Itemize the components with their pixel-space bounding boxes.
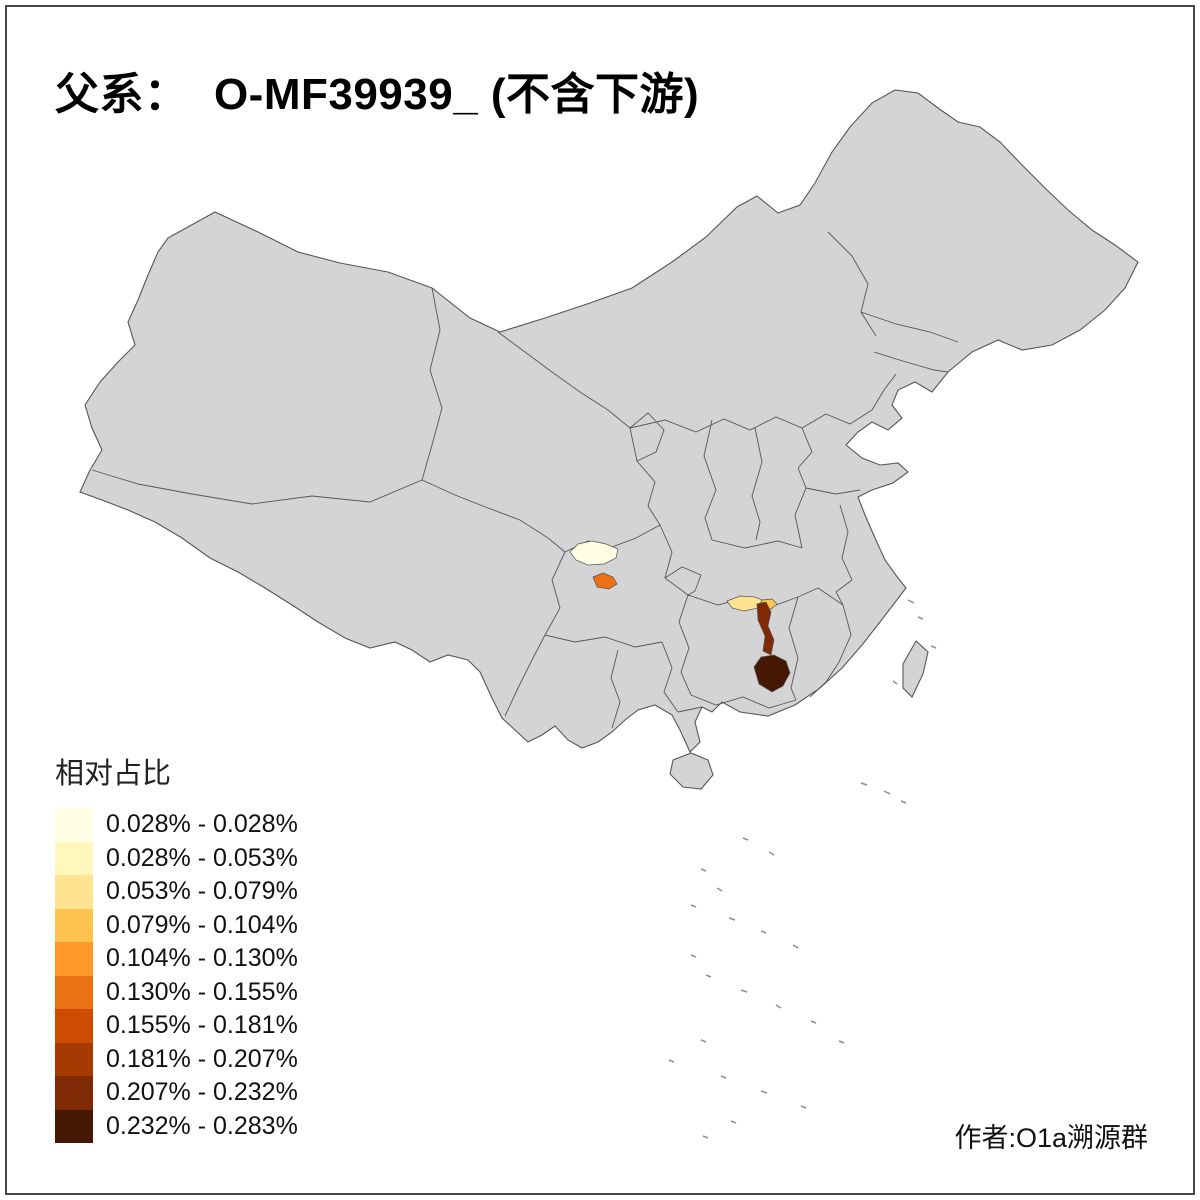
legend-item: 0.028% - 0.028% (55, 808, 298, 842)
legend-item: 0.053% - 0.079% (55, 875, 298, 909)
legend-swatch (55, 975, 93, 1009)
highlight-region-5 (756, 601, 775, 656)
taiwan-island (902, 640, 929, 698)
legend-swatch (55, 908, 93, 942)
legend-swatch (55, 1042, 93, 1076)
legend-swatch (55, 841, 93, 875)
author-credit: 作者:O1a溯源群 (954, 1123, 1148, 1153)
legend-items: 0.028% - 0.028% 0.028% - 0.053% 0.053% -… (55, 808, 298, 1143)
legend-swatch (55, 875, 93, 909)
legend-item: 0.079% - 0.104% (55, 908, 298, 942)
highlight-region-6 (753, 654, 791, 693)
legend: 相对占比 0.028% - 0.028% 0.028% - 0.053% 0.0… (55, 750, 298, 1143)
legend-item: 0.028% - 0.053% (55, 841, 298, 875)
legend-swatch (55, 1009, 93, 1043)
legend-item: 0.207% - 0.232% (55, 1076, 298, 1110)
legend-title: 相对占比 (55, 758, 172, 790)
legend-label: 0.079% - 0.104% (106, 910, 298, 939)
legend-item: 0.181% - 0.207% (55, 1042, 298, 1076)
legend-swatch (55, 1076, 93, 1110)
legend-label: 0.207% - 0.232% (106, 1078, 298, 1107)
legend-label: 0.155% - 0.181% (106, 1011, 298, 1040)
highlight-regions (569, 540, 791, 693)
legend-label: 0.053% - 0.079% (106, 877, 298, 906)
legend-label: 0.104% - 0.130% (106, 944, 298, 973)
legend-swatch (55, 1109, 93, 1143)
legend-label: 0.028% - 0.053% (106, 843, 298, 872)
legend-label: 0.232% - 0.283% (106, 1111, 298, 1140)
page-title: 父系： O-MF39939_ (不含下游) (55, 70, 700, 119)
legend-item: 0.104% - 0.130% (55, 942, 298, 976)
legend-item: 0.130% - 0.155% (55, 975, 298, 1009)
legend-item: 0.232% - 0.283% (55, 1109, 298, 1143)
legend-label: 0.028% - 0.028% (106, 810, 298, 839)
legend-swatch (55, 942, 93, 976)
china-mainland (79, 89, 1139, 753)
legend-label: 0.130% - 0.155% (106, 977, 298, 1006)
highlight-region-2 (592, 572, 618, 590)
legend-swatch (55, 808, 93, 842)
highlight-region-1 (569, 540, 619, 566)
south-china-sea-islands (668, 599, 937, 1139)
hainan-island (669, 752, 714, 790)
legend-label: 0.181% - 0.207% (106, 1044, 298, 1073)
legend-item: 0.155% - 0.181% (55, 1009, 298, 1043)
province-borders (91, 231, 959, 729)
